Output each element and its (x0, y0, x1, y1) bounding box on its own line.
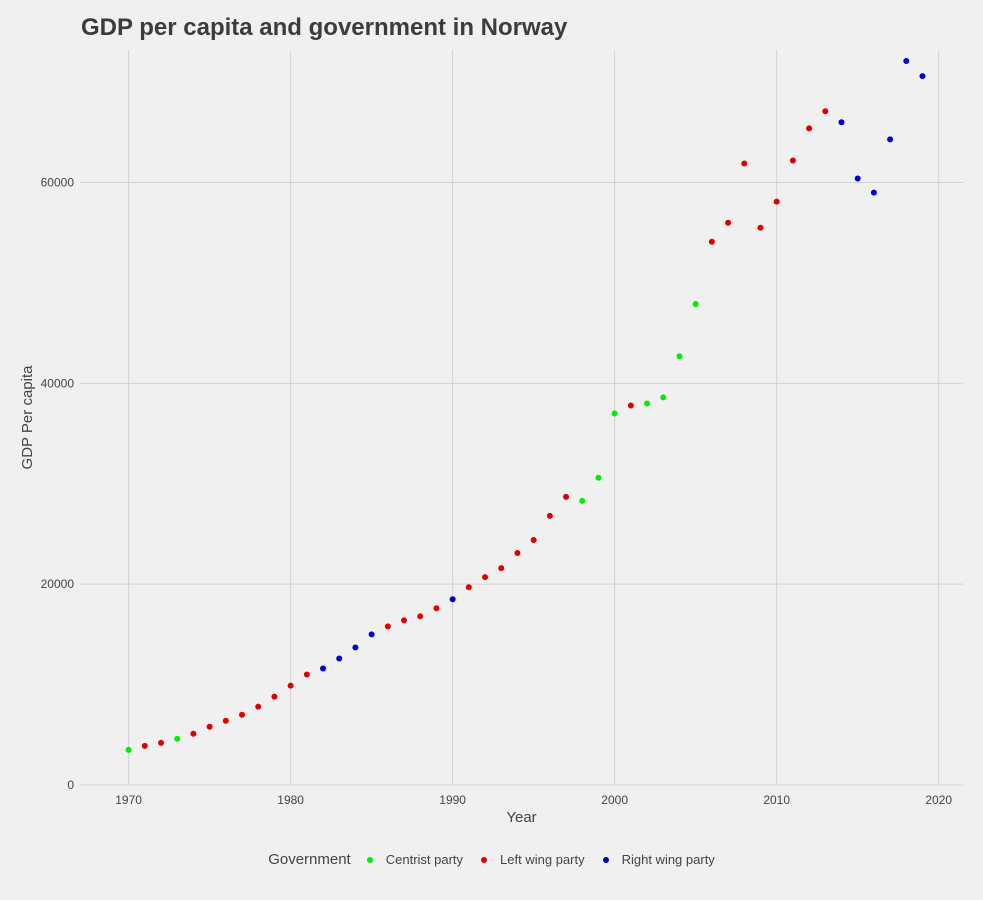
data-point (303, 671, 310, 678)
data-point (125, 746, 132, 753)
data-point (660, 394, 667, 401)
x-tick-label: 1970 (115, 793, 142, 807)
x-tick-label: 2000 (601, 793, 628, 807)
data-point (708, 238, 715, 245)
legend-key-centrist (366, 856, 373, 863)
chart-title: GDP per capita and government in Norway (81, 14, 568, 41)
data-point (482, 574, 489, 581)
y-axis-title: GDP Per capita (19, 365, 36, 470)
data-points (125, 58, 926, 753)
legend-label-right-wing: Right wing party (621, 852, 715, 867)
data-point (271, 693, 278, 700)
data-point (887, 136, 894, 143)
x-tick-label: 2010 (763, 793, 790, 807)
data-point (255, 703, 262, 710)
data-point (530, 537, 537, 543)
data-point (141, 742, 148, 749)
legend: Government Centrist party Left wing part… (0, 851, 983, 868)
data-point (725, 219, 732, 226)
data-point (174, 735, 181, 742)
data-point (465, 584, 472, 591)
data-point (741, 160, 748, 167)
data-point (627, 402, 634, 409)
y-tick-labels: 0 20000 40000 60000 (41, 176, 75, 792)
data-point (611, 410, 618, 417)
data-point (384, 623, 391, 630)
data-point (870, 189, 877, 196)
legend-item-right-wing: Right wing party (602, 852, 715, 867)
data-point (352, 644, 359, 651)
data-point (579, 497, 586, 504)
data-point (789, 157, 796, 164)
data-point (206, 723, 213, 730)
data-point (433, 605, 440, 612)
x-tick-label: 1990 (439, 793, 466, 807)
legend-title: Government (268, 851, 351, 868)
x-tick-labels: 1970 1980 1990 2000 2010 2020 (115, 793, 952, 807)
data-point (158, 739, 165, 746)
data-point (692, 301, 699, 308)
data-point (757, 224, 764, 231)
y-tick-label: 0 (67, 778, 74, 792)
data-point (822, 108, 829, 115)
data-point (498, 565, 505, 572)
x-axis-title: Year (506, 809, 536, 826)
legend-key-right-wing (602, 856, 609, 863)
data-point (854, 175, 861, 182)
y-tick-label: 20000 (41, 577, 75, 591)
data-point (903, 58, 910, 65)
y-gridlines (80, 182, 963, 786)
data-point (563, 493, 570, 500)
data-point (401, 617, 408, 624)
data-point (368, 631, 375, 638)
data-point (336, 655, 343, 662)
x-gridlines (128, 50, 940, 785)
y-tick-label: 60000 (41, 176, 75, 190)
data-point (806, 125, 813, 132)
legend-label-centrist: Centrist party (385, 852, 464, 867)
y-tick-label: 40000 (41, 376, 75, 390)
data-point (595, 474, 602, 481)
data-point (320, 665, 327, 672)
data-point (773, 198, 780, 205)
legend-key-left-wing (481, 856, 488, 863)
data-point (287, 682, 294, 689)
data-point (676, 353, 683, 360)
data-point (546, 512, 553, 519)
data-point (417, 613, 424, 620)
legend-item-left-wing: Left wing party (481, 852, 585, 867)
data-point (838, 119, 845, 126)
data-point (449, 596, 456, 603)
data-point (919, 73, 926, 80)
x-tick-label: 2020 (925, 793, 952, 807)
data-point (222, 717, 229, 724)
data-point (644, 400, 651, 407)
data-point (239, 711, 246, 718)
legend-item-centrist: Centrist party (366, 852, 464, 867)
x-tick-label: 1980 (277, 793, 304, 807)
data-point (514, 550, 521, 557)
data-point (190, 730, 197, 737)
legend-label-left-wing: Left wing party (500, 852, 585, 867)
